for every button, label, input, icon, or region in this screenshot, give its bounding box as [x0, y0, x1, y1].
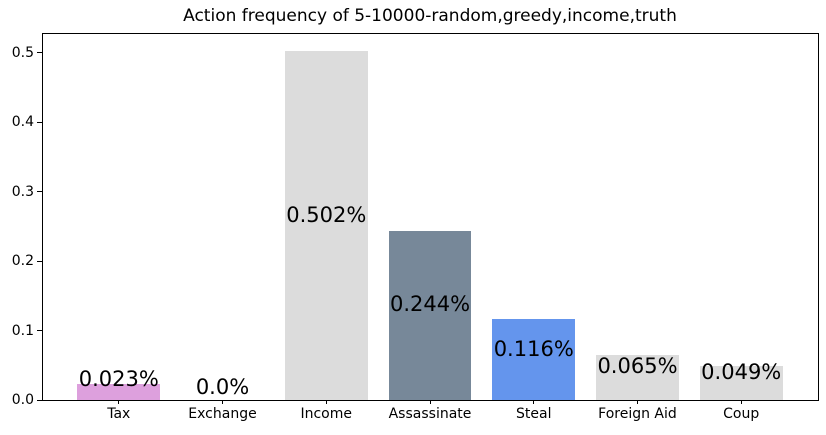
x-tick-label-assassinate: Assassinate [388, 406, 472, 422]
y-tick-0.3 [37, 191, 42, 193]
x-tick-label-tax: Tax [107, 406, 131, 422]
chart-title: Action frequency of 5-10000-random,greed… [183, 6, 677, 26]
bar-value-label-exchange: 0.0% [195, 375, 250, 399]
bar-value-label-steal: 0.116% [493, 336, 574, 361]
y-tick-label-0.5: 0.5 [11, 44, 34, 61]
bar-value-label-tax: 0.023% [78, 367, 159, 392]
bar-foreign-aid [595, 354, 679, 400]
y-tick-label-0.0: 0.0 [11, 392, 34, 408]
y-tick-label-0.4: 0.4 [11, 114, 34, 131]
bar-value-label-coup: 0.049% [701, 360, 782, 384]
x-tick-steal [533, 400, 535, 404]
y-tick-0.5 [37, 52, 42, 54]
y-tick-0.4 [37, 121, 42, 123]
x-tick-foreign-aid [636, 400, 638, 404]
y-tick-0.1 [37, 330, 42, 332]
y-tick-0.0 [37, 399, 42, 401]
x-tick-exchange [222, 400, 223, 404]
y-tick-label-0.3: 0.3 [11, 183, 34, 200]
bar-tax [77, 384, 161, 400]
bar-value-label-foreign-aid: 0.065% [597, 354, 678, 379]
x-tick-income [325, 400, 327, 404]
x-tick-assassinate [429, 400, 431, 404]
bar-assassinate [388, 230, 472, 400]
x-tick-label-exchange: Exchange [188, 406, 257, 422]
y-tick-label-0.1: 0.1 [11, 322, 34, 339]
x-tick-label-foreign-aid: Foreign Aid [598, 406, 677, 422]
y-tick-label-0.2: 0.2 [11, 253, 34, 270]
x-tick-tax [118, 400, 120, 404]
x-tick-coup [740, 400, 742, 404]
plot-border [42, 33, 819, 401]
bar-value-label-income: 0.502% [286, 202, 367, 227]
plot-area: 0.023% 0.0% 0.502% 0.244% 0.116% 0.065% 0.049% [43, 34, 817, 400]
bar-value-label-assassinate: 0.244% [389, 292, 471, 317]
bar-steal [492, 319, 576, 400]
y-tick-0.2 [37, 260, 42, 262]
bar-income [284, 51, 368, 400]
x-tick-label-income: Income [300, 406, 352, 422]
x-tick-label-coup: Coup [723, 406, 760, 422]
bar-coup [699, 365, 783, 400]
x-tick-label-steal: Steal [516, 406, 552, 422]
